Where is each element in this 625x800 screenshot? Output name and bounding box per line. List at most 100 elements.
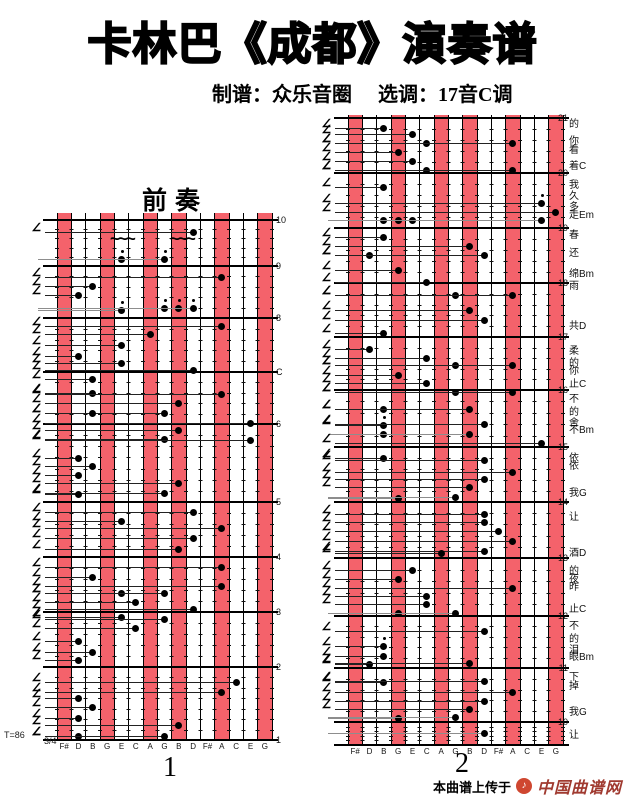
note-duration-line (45, 697, 79, 699)
octave-dot (382, 416, 386, 419)
note-duration-line (335, 364, 513, 366)
measure-number: 10 (557, 717, 568, 727)
tine-divider-line (347, 115, 349, 745)
tine-stripe (462, 115, 477, 745)
note-dot (466, 430, 474, 438)
beat-tick-row (346, 424, 565, 426)
note-dot (380, 329, 388, 337)
note-dot (480, 475, 488, 483)
measure-number: C (276, 367, 283, 377)
note-duration-line (45, 412, 93, 414)
lyric-char: 柔 (569, 346, 579, 357)
beat-tick-row (346, 217, 565, 218)
tempo-marking: T=86 (4, 730, 25, 740)
lyric-char: 止C (569, 379, 587, 390)
note-duration-line (45, 735, 165, 737)
note-dot (480, 420, 488, 428)
beat-tick-row (346, 535, 565, 537)
watermark: 本曲谱上传于 ♪ 中国曲谱网 (433, 774, 622, 798)
note-dot (161, 589, 168, 597)
beat-tick-row (346, 206, 565, 207)
measure-line (334, 446, 569, 448)
note-duration-line (335, 442, 542, 444)
octave-dot (540, 194, 544, 197)
measure-number: 10 (276, 215, 287, 225)
lyric-char: 依 (569, 461, 579, 472)
tine-stripe (186, 213, 201, 740)
beat-tick-row (55, 350, 274, 352)
note-duration-line (335, 630, 485, 632)
beat-tick-row (55, 382, 274, 384)
beat-tick-row (55, 238, 274, 240)
beat-tick-row (346, 657, 565, 659)
grace-slash-mark: ∠ (320, 671, 333, 683)
beat-tick-row (55, 229, 274, 231)
page-number-1: 1 (163, 752, 177, 783)
note-name-label: A (219, 742, 225, 751)
note-dot (480, 456, 488, 464)
note-duration-line (335, 254, 485, 256)
beat-tick-row (346, 647, 565, 649)
note-duration-line (335, 294, 513, 296)
tine-stripe (348, 115, 363, 745)
note-name-label: F# (59, 742, 69, 751)
lyric-char: 舍 (569, 418, 579, 429)
tine-stripe (491, 115, 506, 745)
note-dot (75, 490, 82, 498)
note-dot (132, 624, 140, 632)
grace-slash-mark: ∠ (30, 618, 43, 630)
measure-number: 6 (276, 419, 282, 429)
note-duration-line (45, 651, 93, 653)
grace-slash-mark: ∠ (320, 260, 333, 272)
note-name-label: G (552, 747, 559, 756)
note-dot (189, 228, 197, 236)
note-dot (175, 399, 183, 407)
note-dot (89, 282, 97, 290)
note-duration-line (45, 627, 136, 629)
note-dot (509, 584, 517, 592)
tine-stripe (419, 115, 434, 745)
measure-line (334, 172, 569, 174)
note-duration-line (335, 663, 370, 665)
measure-number: 19 (557, 223, 568, 233)
lyric-char: 走Em (569, 210, 594, 221)
note-duration-line (45, 393, 222, 395)
beat-tick-row (55, 698, 274, 700)
beat-tick-row (346, 129, 565, 130)
note-duration-line (45, 527, 222, 529)
beat-tick-row (55, 634, 274, 635)
note-duration-line (335, 645, 384, 647)
note-dot (423, 278, 431, 286)
note-dot (509, 166, 517, 174)
tine-divider-line (156, 213, 158, 740)
note-duration-line (45, 482, 179, 484)
note-duration-line (45, 511, 194, 513)
beat-tick-row (346, 636, 565, 638)
note-duration-line (45, 294, 79, 296)
tine-divider-line (433, 115, 435, 745)
grace-slash-mark: ∠ (30, 335, 43, 347)
grace-slash-mark: ∠ (320, 621, 333, 633)
tine-divider-line (404, 115, 406, 745)
note-duration-line (335, 357, 427, 359)
note-dot (175, 479, 183, 487)
beat-tick-row (55, 286, 274, 288)
note-dot (394, 494, 402, 502)
note-duration-line (38, 307, 194, 309)
measure-line (334, 282, 569, 284)
note-dot (409, 130, 416, 138)
measure-line (43, 317, 278, 319)
note-dot (452, 713, 459, 721)
beat-tick-row (55, 403, 274, 405)
note-dot (480, 677, 488, 685)
note-name-label: B (176, 742, 182, 751)
note-name-label: E (247, 742, 254, 751)
note-dot (509, 388, 517, 396)
grace-slash-mark: ∠ (30, 715, 43, 727)
grace-slash-mark: ∠ (320, 382, 333, 394)
measure-line (334, 227, 569, 229)
note-duration-line (335, 471, 513, 473)
grace-slash-mark: ∠ (30, 285, 43, 297)
note-dot (466, 405, 474, 413)
note-dot (75, 471, 82, 479)
